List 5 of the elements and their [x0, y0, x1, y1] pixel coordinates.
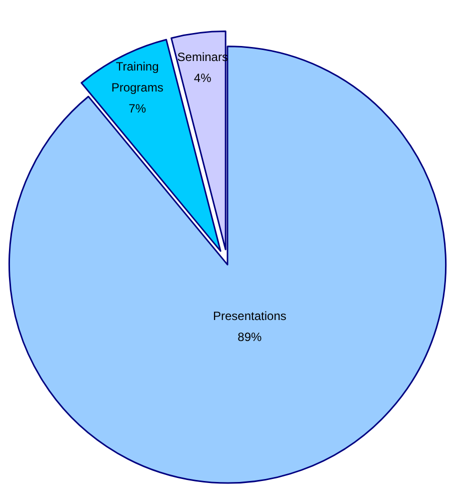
- slice-label: Presentations: [212, 308, 286, 323]
- slice-label: Training Programs: [111, 60, 164, 95]
- data-label: 4%: [194, 71, 212, 86]
- data-label: 89%: [238, 330, 262, 344]
- data-label: 7%: [128, 102, 146, 116]
